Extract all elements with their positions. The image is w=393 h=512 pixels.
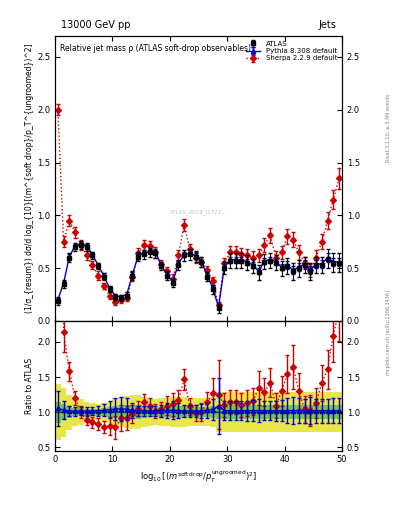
Text: Relative jet mass ρ (ATLAS soft-drop observables): Relative jet mass ρ (ATLAS soft-drop obs…	[60, 45, 251, 53]
X-axis label: $\log_{10}[(m^{\mathrm{soft\,drop}}/p_T^{\mathrm{ungroomed}})^2]$: $\log_{10}[(m^{\mathrm{soft\,drop}}/p_T^…	[140, 468, 257, 485]
Y-axis label: (1/σ_{resum}) dσ/d log_{10}[(m^{soft drop}/p_T^{ungroomed})^2]: (1/σ_{resum}) dσ/d log_{10}[(m^{soft dro…	[25, 44, 34, 313]
Y-axis label: Ratio to ATLAS: Ratio to ATLAS	[25, 358, 34, 414]
Text: Jets: Jets	[318, 20, 336, 30]
Text: Rivet 3.1.10; ≥ 3.4M events: Rivet 3.1.10; ≥ 3.4M events	[386, 94, 391, 162]
Legend: ATLAS, Pythia 8.308 default, Sherpa 2.2.9 default: ATLAS, Pythia 8.308 default, Sherpa 2.2.…	[245, 39, 338, 63]
Text: ATLAS_2019_I1772...: ATLAS_2019_I1772...	[170, 210, 227, 216]
Text: 13000 GeV pp: 13000 GeV pp	[61, 20, 130, 30]
Text: mcplots.cern.ch [arXiv:1306.3436]: mcplots.cern.ch [arXiv:1306.3436]	[386, 290, 391, 375]
